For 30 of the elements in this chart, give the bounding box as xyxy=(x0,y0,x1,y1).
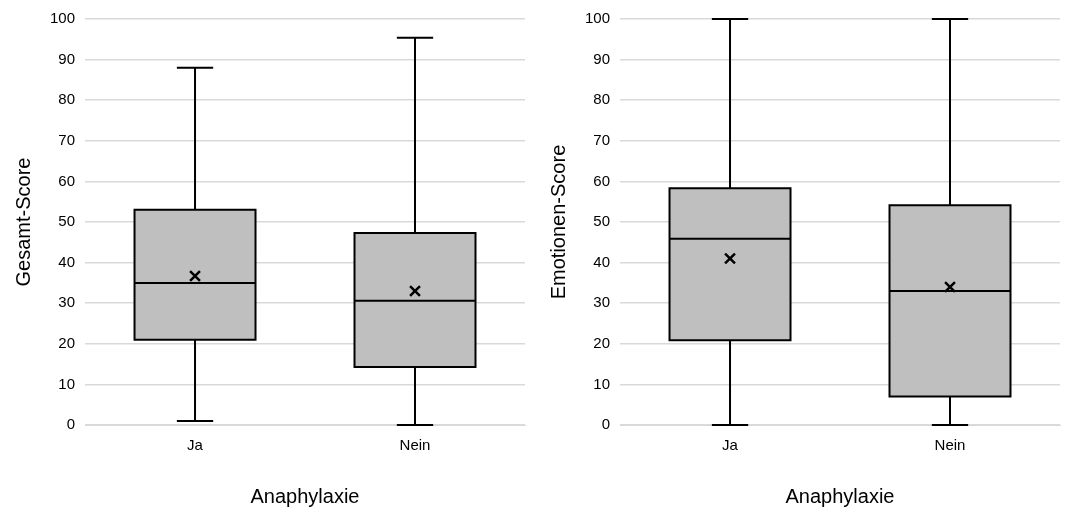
y-tick-label: 90 xyxy=(593,49,611,67)
y-tick-label: 50 xyxy=(58,212,76,230)
y-tick-label: 60 xyxy=(593,171,611,189)
x-axis-title: Anaphylaxie xyxy=(785,484,895,507)
y-tick-label: 0 xyxy=(601,415,611,433)
y-tick-label: 40 xyxy=(58,252,76,270)
y-tick-label: 40 xyxy=(593,252,611,270)
y-tick-label: 70 xyxy=(58,130,76,148)
y-tick-label: 70 xyxy=(593,130,611,148)
x-tick-label: Ja xyxy=(187,436,204,454)
y-tick-label: 10 xyxy=(58,374,76,392)
x-tick-label: Nein xyxy=(934,436,966,454)
x-axis-title: Anaphylaxie xyxy=(250,484,360,507)
y-tick-label: 80 xyxy=(58,90,76,108)
y-axis-title: Emotionen-Score xyxy=(546,144,569,300)
y-tick-label: 100 xyxy=(585,9,611,27)
y-tick-label: 90 xyxy=(58,49,76,67)
y-tick-label: 20 xyxy=(58,333,76,351)
y-tick-label: 60 xyxy=(58,171,76,189)
y-tick-label: 80 xyxy=(593,90,611,108)
y-tick-label: 100 xyxy=(50,9,76,27)
y-tick-label: 30 xyxy=(58,293,76,311)
y-axis-title: Gesamt-Score xyxy=(11,157,34,287)
y-tick-label: 20 xyxy=(593,333,611,351)
y-tick-label: 30 xyxy=(593,293,611,311)
y-tick-label: 0 xyxy=(66,415,76,433)
x-tick-label: Nein xyxy=(399,436,431,454)
x-tick-label: Ja xyxy=(722,436,739,454)
y-tick-label: 50 xyxy=(593,212,611,230)
y-tick-label: 10 xyxy=(593,374,611,392)
